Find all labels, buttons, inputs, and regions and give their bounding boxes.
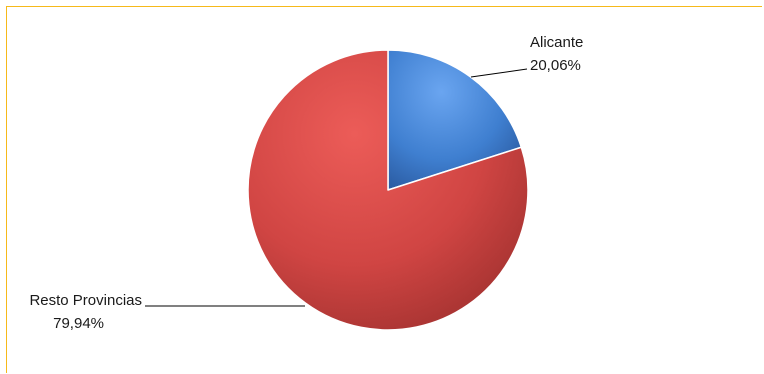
slice-value-resto-provincias: 79,94% [53, 315, 104, 332]
chart-frame [6, 6, 762, 373]
pie-slice-resto-provincias [247, 49, 529, 331]
pie-slice-alicante [387, 49, 523, 191]
slice-label-alicante: Alicante [530, 34, 583, 51]
slice-value-alicante: 20,06% [530, 57, 581, 74]
leader-line-alicante [470, 68, 528, 78]
leader-lines [145, 68, 528, 307]
slice-label-resto-provincias: Resto Provincias [29, 292, 142, 309]
pie-slices [247, 49, 529, 331]
